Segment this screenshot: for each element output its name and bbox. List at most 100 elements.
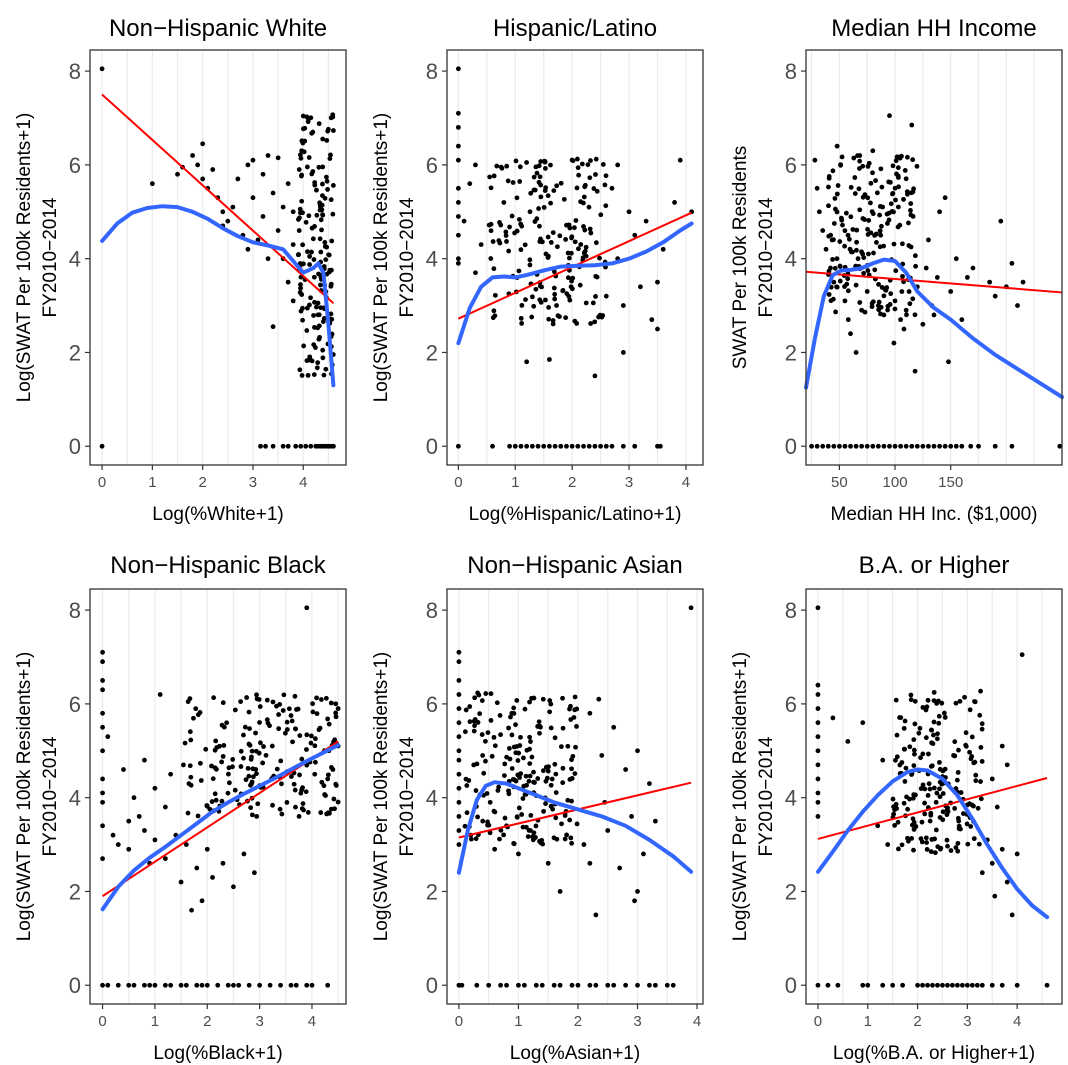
- panel-3-point: [920, 443, 926, 449]
- panel-3-point: [976, 443, 981, 449]
- panel-4-point: [162, 856, 168, 862]
- panel-1-point: [327, 269, 332, 275]
- panel-4-point: [100, 710, 105, 716]
- panel-3-point: [834, 191, 840, 197]
- panel-6-point: [920, 705, 926, 710]
- panel-4-point: [246, 741, 252, 747]
- panel-4-point: [304, 605, 310, 611]
- panel-2-point: [594, 188, 600, 194]
- panel-2-point: [580, 200, 586, 206]
- panel-5-point: [569, 798, 574, 804]
- panel-3-point: [890, 191, 895, 197]
- panel-4-point: [263, 752, 269, 758]
- panel-6-point: [967, 707, 973, 713]
- panel-2-point: [455, 185, 461, 191]
- panel-4-point: [238, 764, 244, 769]
- panel-4-point: [279, 811, 285, 817]
- panel-3-point: [909, 122, 915, 128]
- panel-4-point: [299, 756, 305, 762]
- panel-3-point: [864, 443, 870, 449]
- panel-2-point: [547, 357, 552, 362]
- panel-6-point: [918, 755, 923, 761]
- panel-4-point: [242, 724, 248, 730]
- panel-1-point: [311, 257, 317, 262]
- panel-5-point: [475, 814, 481, 820]
- panel-6-point: [815, 814, 821, 819]
- panel-6-point: [975, 805, 981, 811]
- panel-5-point: [547, 698, 553, 703]
- panel-5-title: Non−Hispanic Asian: [467, 552, 682, 579]
- panel-4-point: [238, 699, 244, 705]
- panel-3-point: [992, 293, 998, 299]
- panel-4-point: [115, 982, 121, 988]
- panel-3-point: [857, 158, 863, 164]
- panel-6-point: [890, 796, 896, 802]
- panel-6-point: [815, 799, 821, 805]
- panel-2-point: [531, 303, 537, 309]
- panel-4-point: [100, 724, 105, 730]
- panel-1-point: [308, 443, 314, 449]
- panel-1-point: [285, 279, 291, 285]
- panel-5-point: [464, 783, 470, 788]
- panel-5-point: [463, 707, 469, 713]
- panel-1-point: [328, 197, 334, 203]
- panel-4-point: [286, 706, 292, 712]
- panel-3-point: [830, 168, 836, 174]
- panel-2-point: [535, 443, 541, 449]
- panel-6-point: [901, 725, 907, 731]
- panel-2-point: [565, 250, 571, 256]
- panel-3-point: [906, 220, 911, 226]
- panel-1-point: [306, 357, 312, 363]
- panel-6-point: [960, 811, 966, 816]
- panel-3-y-axis-label: SWAT Per 100k Residents: [730, 146, 751, 370]
- panel-5-point: [456, 814, 462, 819]
- panel-5-x-tick-label: 4: [693, 1013, 701, 1030]
- panel-6-point: [923, 835, 929, 841]
- panel-1-point: [330, 128, 336, 133]
- panel-6-point: [815, 706, 821, 711]
- panel-1-point: [312, 324, 317, 330]
- panel-6-point: [999, 743, 1005, 749]
- panel-2-point: [571, 225, 577, 231]
- panel-4-point: [247, 726, 252, 732]
- panel-2-point: [643, 218, 649, 224]
- panel-3-point: [892, 185, 898, 191]
- panel-4-point: [289, 718, 295, 724]
- panel-2-point: [548, 240, 554, 245]
- panel-1-point: [315, 312, 321, 318]
- panel-5-point: [599, 753, 605, 758]
- panel-5-point: [504, 982, 509, 988]
- panel-5-point: [489, 753, 495, 759]
- panel-3-point: [926, 237, 931, 243]
- panel-2-point: [491, 308, 497, 314]
- panel-4-x-tick-label: 0: [98, 1013, 106, 1030]
- panel-5-point: [553, 815, 559, 821]
- panel-1-point: [306, 213, 312, 219]
- panel-4-point: [226, 780, 232, 786]
- panel-5-point: [531, 695, 537, 701]
- panel-2-point: [539, 284, 544, 290]
- panel-2-point: [582, 227, 588, 233]
- panel-6-x-tick-label: 4: [1013, 1013, 1021, 1030]
- panel-4-point: [298, 790, 304, 796]
- panel-1-point: [285, 181, 291, 187]
- panel-3-title: Median HH Income: [831, 15, 1036, 42]
- panel-2-point: [461, 218, 467, 224]
- panel-4-point: [314, 695, 319, 701]
- panel-5-point: [456, 734, 462, 740]
- panel-2-point: [531, 174, 537, 180]
- panel-3-point: [820, 228, 826, 233]
- panel-2-point: [655, 326, 660, 332]
- panel-1-point: [331, 443, 336, 449]
- panel-1-point: [308, 115, 314, 121]
- panel-4-point: [269, 743, 275, 749]
- panel-3-point: [914, 163, 920, 169]
- panel-2-point: [563, 237, 569, 242]
- panel-6-point: [1014, 982, 1020, 988]
- panel-5-point: [456, 659, 462, 665]
- panel-2-point: [507, 443, 512, 449]
- panel-3-point: [820, 443, 826, 449]
- panel-3-point: [968, 443, 974, 449]
- panel-5-point: [480, 818, 486, 824]
- panel-5-point: [488, 718, 494, 723]
